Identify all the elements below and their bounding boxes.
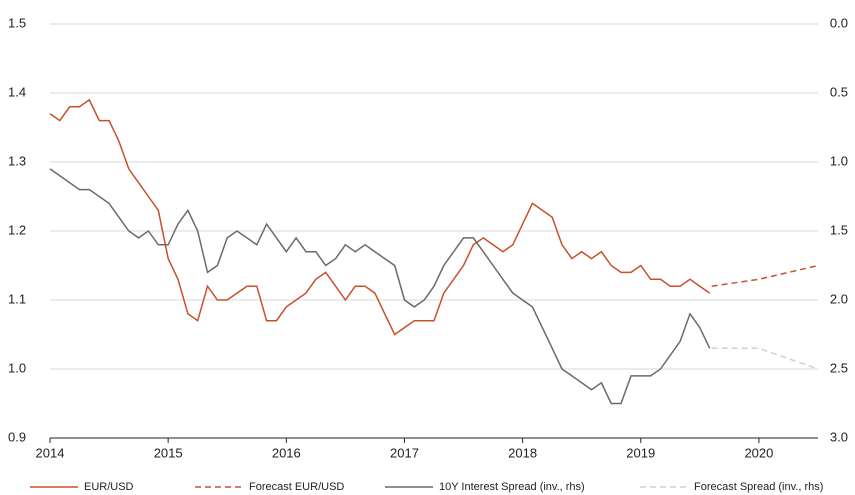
- legend-label: Forecast EUR/USD: [249, 481, 344, 493]
- x-tick-label: 2016: [272, 445, 301, 460]
- y2-tick-label: 2.0: [830, 291, 848, 306]
- y-tick-label: 1.4: [8, 84, 26, 99]
- series-line: [49, 98, 711, 336]
- y2-tick-label: 1.5: [830, 222, 848, 237]
- y-tick-label: 0.9: [8, 429, 26, 444]
- series-line: [49, 168, 711, 405]
- series-line: [711, 264, 819, 287]
- y-tick-label: 1.1: [8, 291, 26, 306]
- x-tick-label: 2015: [154, 445, 183, 460]
- y2-tick-label: 2.5: [830, 360, 848, 375]
- y2-tick-label: 1.0: [830, 153, 848, 168]
- y-tick-label: 1.0: [8, 360, 26, 375]
- y2-tick-label: 3.0: [830, 429, 848, 444]
- y2-tick-label: 0.0: [830, 15, 848, 30]
- y2-tick-label: 0.5: [830, 84, 848, 99]
- legend-label: Forecast Spread (inv., rhs): [694, 481, 823, 493]
- y-tick-label: 1.5: [8, 15, 26, 30]
- y-tick-label: 1.2: [8, 222, 26, 237]
- x-tick-label: 2018: [508, 445, 537, 460]
- y-tick-label: 1.3: [8, 153, 26, 168]
- legend-label: EUR/USD: [84, 481, 134, 493]
- x-tick-label: 2019: [626, 445, 655, 460]
- legend-label: 10Y Interest Spread (inv., rhs): [439, 481, 585, 493]
- x-tick-label: 2014: [36, 445, 65, 460]
- x-tick-label: 2017: [390, 445, 419, 460]
- series-line: [711, 347, 819, 370]
- x-tick-label: 2020: [744, 445, 773, 460]
